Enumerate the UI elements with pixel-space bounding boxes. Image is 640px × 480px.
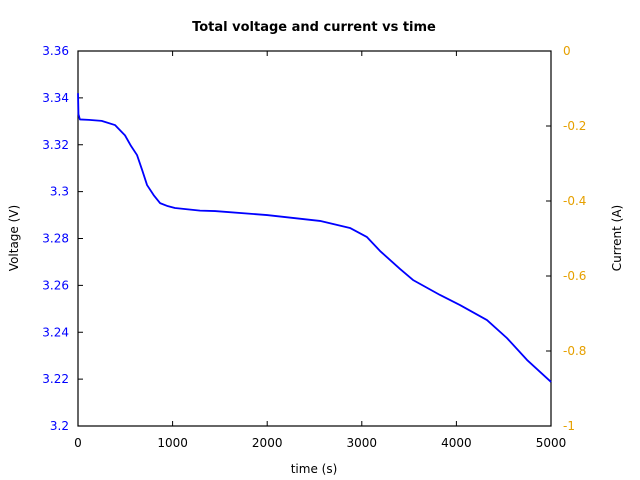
y-tick-label: 3.22 <box>42 372 69 386</box>
y-tick-label: 3.28 <box>42 232 69 246</box>
y-tick-label: 3.26 <box>42 278 69 292</box>
x-tick-label: 0 <box>74 436 82 450</box>
y2-tick-label: -0.8 <box>563 344 586 358</box>
x-tick-label: 2000 <box>252 436 283 450</box>
plot-area: 0 1000 2000 3000 4000 5000 3.23.223.243.263.2… <box>42 44 586 450</box>
y2-tick-label: -1 <box>563 419 575 433</box>
plot-frame <box>77 50 552 427</box>
x-tick-label: 3000 <box>347 436 378 450</box>
y2-axis-ticks: -1 -0.8 -0.6 -0.4 -0.2 0 <box>546 44 586 433</box>
y-tick-label: 3.36 <box>42 44 69 58</box>
y2-tick-label: -0.4 <box>563 194 586 208</box>
x-tick-label: 5000 <box>536 436 567 450</box>
x-axis-ticks: 0 1000 2000 3000 4000 5000 <box>74 51 566 450</box>
x-tick-label: 4000 <box>441 436 472 450</box>
y-axis-ticks: 3.2 3.22 3.24 3.26 3.28 3.3 3.32 3.34 3.36 <box>42 44 83 433</box>
y-tick-label: 3.34 <box>42 91 69 105</box>
y-tick-label: 3.24 <box>42 325 69 339</box>
y2-axis-label: Current (A) <box>610 205 624 271</box>
y-axis-label: Voltage (V) <box>7 205 21 271</box>
y-tick-label: 3.2 <box>50 419 69 433</box>
x-tick-label: 1000 <box>157 436 188 450</box>
x-axis-label: time (s) <box>291 462 338 476</box>
y2-tick-label: -0.2 <box>563 119 586 133</box>
voltage-line <box>77 93 552 383</box>
y2-tick-label: 0 <box>563 44 571 58</box>
y-tick-label: 3.32 <box>42 138 69 152</box>
chart-title: Total voltage and current vs time <box>192 20 436 35</box>
y2-tick-label: -0.6 <box>563 269 586 283</box>
y-tick-label: 3.3 <box>50 185 69 199</box>
